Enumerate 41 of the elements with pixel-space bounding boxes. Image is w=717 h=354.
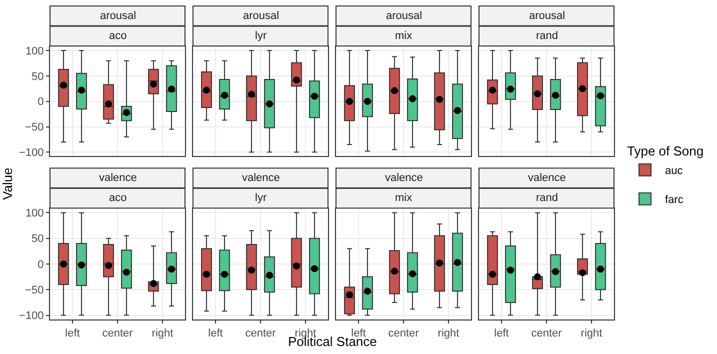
chart-subtitle: lyr: [255, 30, 267, 42]
y-tick-label: −50: [25, 284, 44, 296]
x-tick-label: left: [65, 328, 80, 340]
chart-title: valence: [385, 172, 423, 184]
y-tick-label: 100: [25, 208, 44, 220]
x-tick-label: center: [388, 328, 420, 340]
chart-title: arousal: [100, 10, 136, 22]
chart-subtitle: rand: [536, 192, 558, 204]
chart-subtitle: mix: [395, 30, 413, 42]
chart-title: valence: [242, 172, 280, 184]
x-tick-label: center: [102, 328, 134, 340]
y-tick-label: −50: [25, 122, 44, 134]
chart-title: valence: [528, 172, 566, 184]
chart-subtitle: mix: [395, 192, 413, 204]
y-tick-label: 0: [38, 96, 44, 108]
y-tick-label: 100: [25, 45, 44, 58]
chart-subtitle: rand: [536, 30, 558, 42]
chart-subtitle: lyr: [255, 192, 267, 204]
x-tick-label: left: [494, 328, 509, 340]
x-tick-label: left: [208, 328, 223, 340]
legend-label: auc: [665, 165, 684, 178]
y-tick-label: −100: [19, 147, 44, 160]
y-axis-title: Value: [0, 168, 16, 200]
legend-label: farc: [665, 194, 684, 206]
x-tick-label: right: [438, 328, 460, 340]
x-tick-label: center: [245, 328, 276, 340]
chart-title: arousal: [243, 10, 280, 22]
chart-title: arousal: [386, 10, 422, 22]
x-tick-label: left: [351, 328, 366, 340]
chart-title: valence: [99, 172, 137, 184]
x-tick-label: center: [531, 328, 562, 340]
y-tick-label: 0: [38, 258, 44, 271]
legend-title: Type of Song: [627, 143, 704, 158]
chart-subtitle: aco: [109, 30, 127, 42]
x-tick-label: right: [152, 328, 174, 340]
y-tick-label: 50: [32, 70, 44, 83]
y-tick-label: 50: [32, 233, 44, 246]
chart-title: arousal: [529, 10, 566, 22]
chart-subtitle: aco: [109, 192, 127, 204]
x-tick-label: right: [580, 328, 602, 340]
y-tick-label: −100: [19, 310, 44, 322]
